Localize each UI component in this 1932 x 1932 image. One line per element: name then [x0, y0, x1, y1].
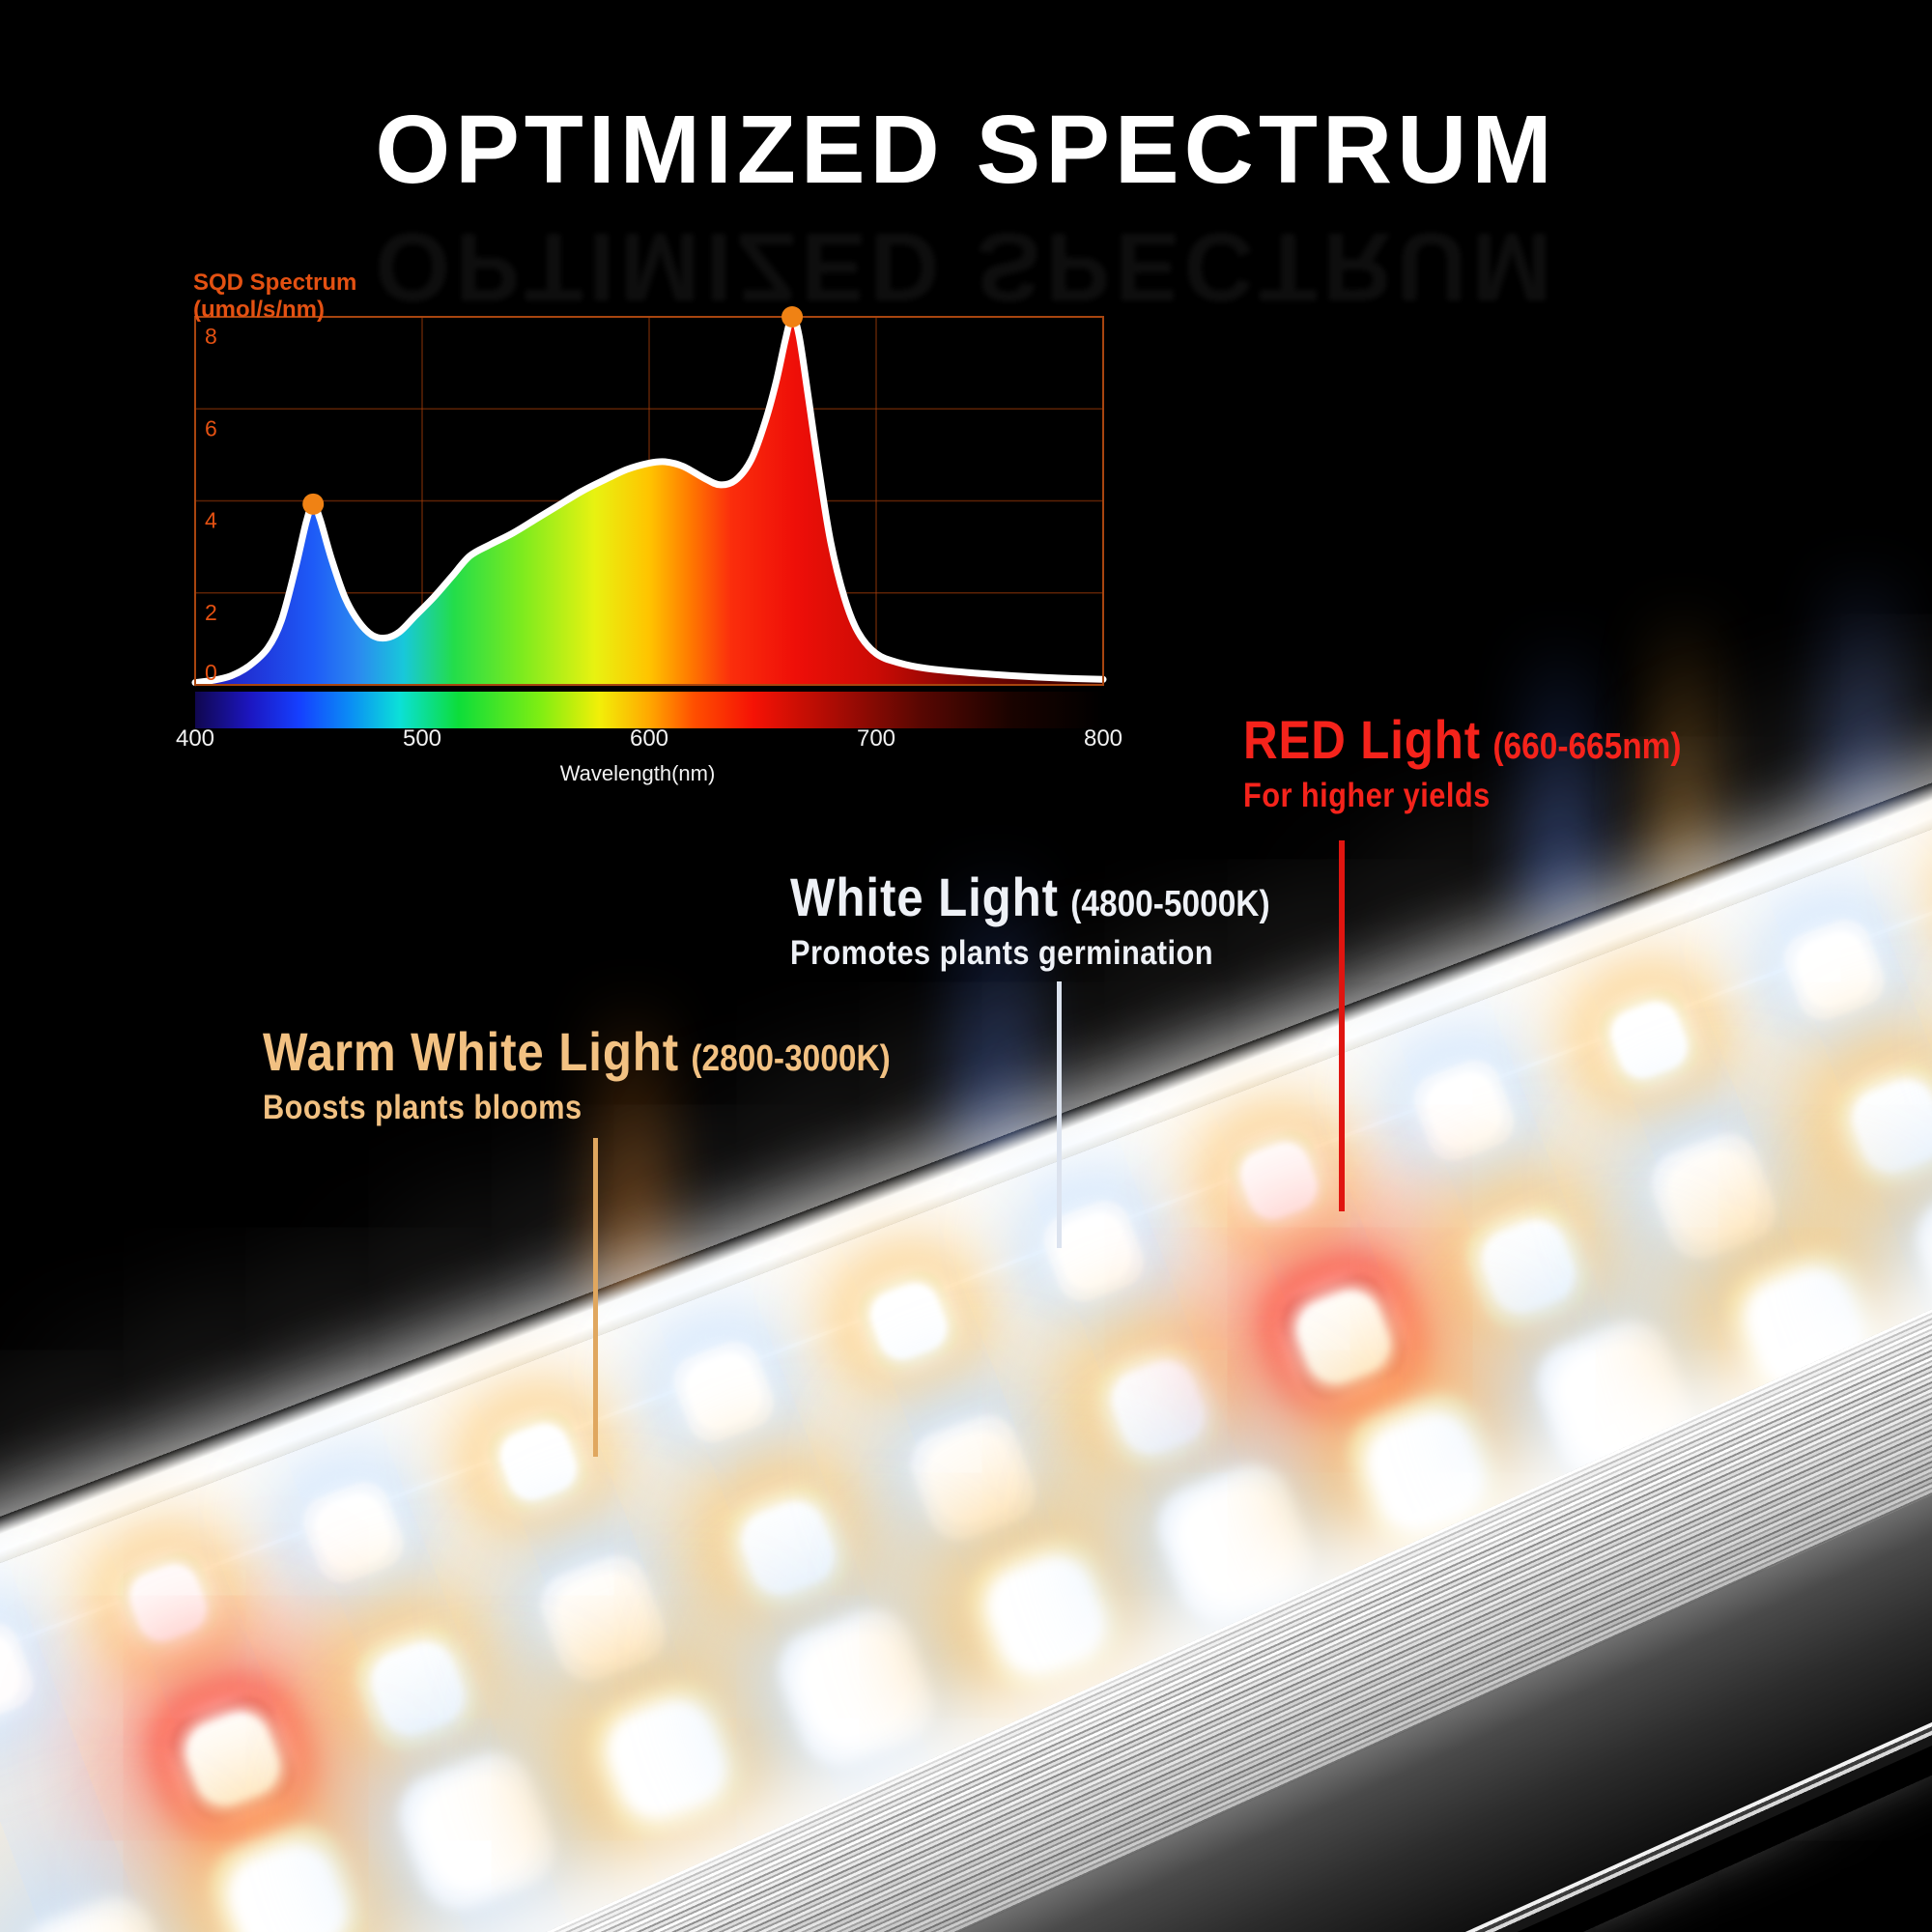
x-axis-title: Wavelength(nm)	[560, 761, 716, 785]
led-cool	[531, 1547, 674, 1690]
led-red	[161, 1688, 304, 1831]
annotation-heading: Warm White Light (2800-3000K)	[263, 1020, 891, 1083]
led-core	[787, 1618, 926, 1757]
led-core	[1843, 1070, 1932, 1182]
led-warm	[199, 1814, 377, 1932]
led-cool	[296, 1474, 411, 1590]
annotation-title: White Light	[790, 867, 1059, 927]
led-core	[1604, 995, 1694, 1085]
y-axis-title: (umol/s/nm)	[193, 297, 325, 323]
led-core	[0, 1628, 28, 1719]
led-core	[547, 1562, 659, 1674]
led-core	[1102, 1351, 1214, 1463]
y-tick-label: 6	[205, 415, 217, 440]
y-tick-label: 8	[205, 324, 217, 349]
x-tick-label: 600	[630, 725, 668, 752]
led-warm	[480, 1405, 596, 1520]
red-pointer-line	[1339, 840, 1345, 1211]
led-core	[28, 1906, 167, 1932]
annotation-title: RED Light	[1243, 709, 1482, 770]
annotation-subtitle: For higher yields	[1243, 777, 1491, 814]
led-core	[918, 1422, 1029, 1534]
glow-streak-blue	[952, 850, 1040, 1159]
led-core	[1925, 1185, 1932, 1324]
y-tick-label: 2	[205, 600, 217, 625]
led-warm	[110, 1545, 226, 1661]
warm-white-pointer-line	[593, 1138, 598, 1457]
led-cool	[9, 1887, 186, 1932]
annotation-white-light: White Light (4800-5000K) Promotes plants…	[790, 866, 1270, 973]
led-core	[1658, 1141, 1770, 1252]
white-pointer-line	[1057, 981, 1062, 1248]
led-core	[218, 1833, 357, 1932]
led-red	[1272, 1265, 1415, 1408]
led-warm	[717, 1476, 860, 1619]
glow-streak-orange	[1647, 599, 1719, 889]
led-core	[123, 1557, 213, 1648]
led-warm	[1221, 1122, 1337, 1238]
led-core	[1789, 924, 1880, 1015]
x-tick-label: 400	[176, 725, 214, 752]
led-cool	[1642, 1124, 1785, 1268]
x-tick-label: 700	[857, 725, 895, 752]
led-core	[408, 1762, 547, 1901]
led-warm	[957, 1526, 1135, 1704]
led-core	[597, 1690, 736, 1829]
led-cool	[1406, 1053, 1521, 1168]
x-tick-label: 500	[403, 725, 441, 752]
led-core	[1419, 1065, 1509, 1155]
annotation-range: (660-665nm)	[1492, 726, 1682, 767]
led-core	[1472, 1210, 1584, 1322]
led-cool	[901, 1406, 1044, 1549]
led-warm	[1591, 982, 1707, 1097]
annotation-subtitle: Promotes plants germination	[790, 934, 1214, 972]
annotation-title: Warm White Light	[263, 1021, 680, 1082]
led-cool	[388, 1743, 566, 1920]
led-cool	[1036, 1193, 1151, 1309]
spectrum-legend-bar	[195, 692, 1103, 728]
y-tick-label: 0	[205, 660, 217, 685]
peak-marker	[302, 493, 325, 515]
x-tick-label: 800	[1084, 725, 1122, 752]
led-core	[1288, 1281, 1400, 1393]
led-core	[1048, 1206, 1139, 1296]
led-cool	[1776, 912, 1892, 1028]
led-core	[493, 1417, 583, 1507]
led-core	[678, 1347, 769, 1436]
annotation-warm-white-light: Warm White Light (2800-3000K) Boosts pla…	[263, 1020, 891, 1127]
led-core	[308, 1487, 398, 1577]
led-core	[977, 1546, 1116, 1685]
led-core	[864, 1276, 953, 1367]
y-axis-title: SQD Spectrum	[193, 270, 356, 296]
annotation-red-light: RED Light (660-665nm) For higher yields	[1243, 708, 1682, 815]
glow-streak-blue	[1521, 628, 1599, 927]
led-core	[1166, 1474, 1305, 1613]
y-tick-label: 4	[205, 508, 217, 533]
page-title: OPTIMIZED SPECTRUM	[375, 96, 1557, 204]
led-core	[732, 1492, 844, 1604]
annotation-subtitle: Boosts plants blooms	[263, 1089, 582, 1126]
led-core	[177, 1703, 289, 1815]
led-core	[1234, 1135, 1324, 1226]
led-warm	[346, 1617, 489, 1760]
led-cool	[666, 1334, 781, 1449]
led-cool	[767, 1599, 946, 1776]
led-warm	[578, 1670, 755, 1848]
led-warm	[1828, 1055, 1932, 1198]
led-core	[362, 1633, 473, 1745]
annotation-heading: White Light (4800-5000K)	[790, 866, 1270, 928]
peak-marker	[781, 306, 804, 327]
annotation-range: (4800-5000K)	[1070, 884, 1270, 924]
plot-border	[194, 316, 1104, 686]
annotation-range: (2800-3000K)	[691, 1038, 891, 1079]
spectrum-area	[195, 316, 1103, 685]
glow-streak-orange	[591, 985, 672, 1304]
led-warm	[1087, 1336, 1230, 1479]
spectrum-chart: SQD Spectrum(umol/s/nm) 0 2 4 6 8 400 500 600 700…	[176, 270, 1122, 785]
led-warm	[1457, 1195, 1600, 1338]
annotation-heading: RED Light (660-665nm)	[1243, 708, 1682, 771]
glow-streak-blue	[1821, 555, 1904, 826]
led-warm	[851, 1264, 966, 1379]
